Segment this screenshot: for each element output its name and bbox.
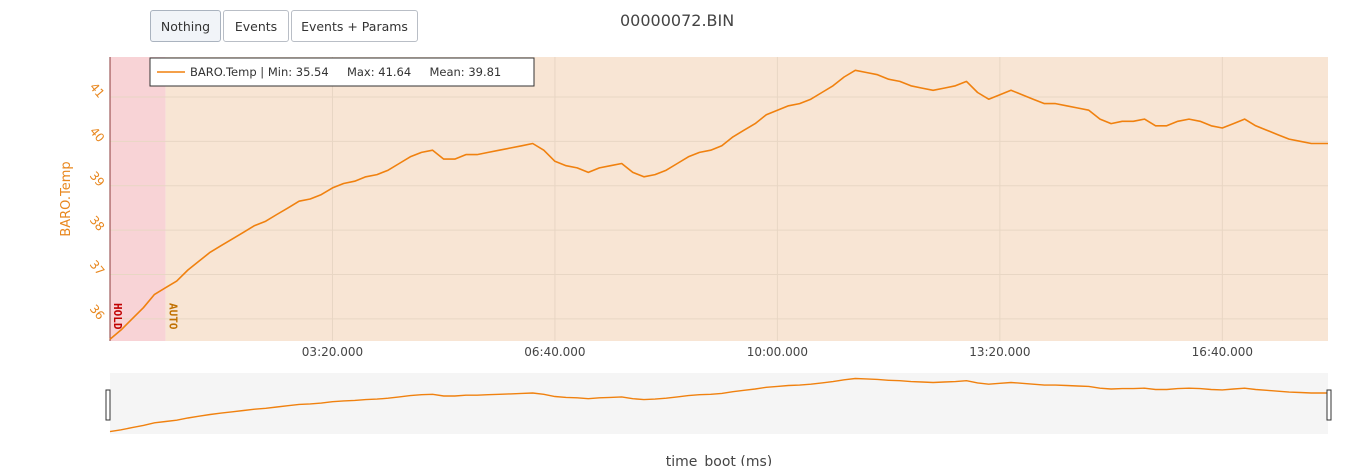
baro-temp-line <box>109 69 1328 340</box>
mode-region-hold <box>110 57 166 341</box>
overview-line <box>109 377 1328 433</box>
y-tick-label: 40 <box>87 124 108 145</box>
mode-region-auto <box>165 57 1328 341</box>
legend-text: BARO.Temp | Min: 35.54 Max: 41.64 Mean: … <box>190 65 501 79</box>
mode-label-auto: AUTO <box>167 303 180 330</box>
y-tick-label: 41 <box>87 80 108 101</box>
range-handle-left[interactable] <box>105 389 111 421</box>
legend-box <box>149 57 535 87</box>
events-params-button[interactable]: Events + Params <box>291 10 418 42</box>
events-button[interactable]: Events <box>223 10 289 42</box>
range-slider-background <box>110 373 1328 434</box>
x-tick-label: 10:00.000 <box>747 345 808 359</box>
x-tick-label: 16:40.000 <box>1192 345 1253 359</box>
x-tick-label: 13:20.000 <box>969 345 1030 359</box>
y-tick-label: 38 <box>87 213 108 234</box>
x-tick-label: 03:20.000 <box>302 345 363 359</box>
mode-label-hold: HOLD <box>111 303 124 330</box>
chart-title: 00000072.BIN <box>620 11 735 30</box>
view-mode-buttons: Nothing Events Events + Params <box>150 10 420 42</box>
nothing-button[interactable]: Nothing <box>150 10 221 42</box>
y-tick-label: 36 <box>87 302 108 323</box>
range-handle-right[interactable] <box>1326 389 1332 421</box>
x-axis-label: time_boot (ms) <box>666 454 772 466</box>
x-tick-label: 06:40.000 <box>524 345 585 359</box>
y-axis-label: BARO.Temp <box>59 161 74 236</box>
y-tick-label: 39 <box>87 169 108 190</box>
y-tick-label: 37 <box>87 258 108 279</box>
